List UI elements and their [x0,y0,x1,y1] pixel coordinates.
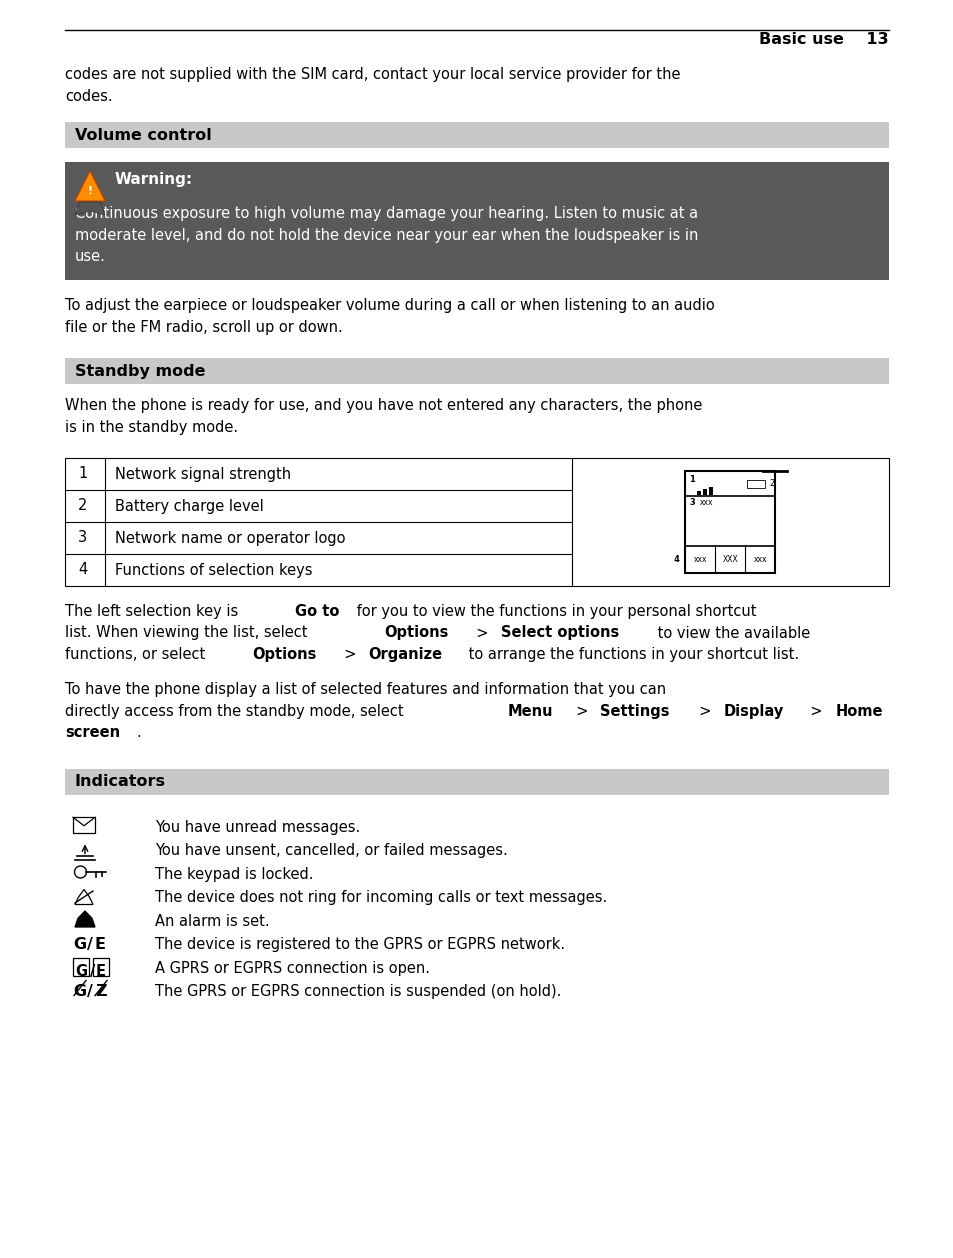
Bar [65,458,888,586]
Bar [92,959,109,976]
Text: 3: 3 [689,498,695,507]
Text: directly access from the standby mode, select: directly access from the standby mode, s… [65,704,408,720]
Text: A GPRS or EGPRS connection is open.: A GPRS or EGPRS connection is open. [154,961,430,976]
Text: functions, or select: functions, or select [65,647,210,662]
Text: /: / [90,964,95,979]
Text: Basic use    13: Basic use 13 [759,31,888,47]
Text: codes are not supplied with the SIM card, contact your local service provider fo: codes are not supplied with the SIM card… [65,67,679,104]
Text: Warning:: Warning: [115,172,193,187]
Text: 1: 1 [689,474,695,484]
Bar [697,492,700,496]
Polygon shape [75,171,105,201]
Text: XXX: XXX [721,555,738,564]
Text: screen: screen [65,726,120,741]
Bar [65,359,888,384]
Bar [746,479,764,488]
Text: Continuous exposure to high volume may damage your hearing. Listen to music at a: Continuous exposure to high volume may d… [75,206,698,264]
Text: Functions of selection keys: Functions of selection keys [115,562,313,577]
Text: E: E [95,937,106,952]
Text: Organize: Organize [368,647,442,662]
Text: Options: Options [252,647,316,662]
Text: The left selection key is: The left selection key is [65,604,243,619]
Text: >: > [466,625,493,640]
Text: Display: Display [723,704,783,720]
Text: Menu: Menu [507,704,553,720]
Text: 2: 2 [768,479,774,488]
Text: Volume control: Volume control [75,127,212,142]
Bar [65,122,888,148]
Text: When the phone is ready for use, and you have not entered any characters, the ph: When the phone is ready for use, and you… [65,398,701,435]
Text: Z: Z [95,985,107,1000]
Bar [65,769,888,795]
Text: Settings: Settings [599,704,669,720]
Text: 1: 1 [78,467,87,482]
Text: 2: 2 [78,498,88,513]
Polygon shape [75,203,105,215]
Text: to arrange the functions in your shortcut list.: to arrange the functions in your shortcu… [464,647,799,662]
Text: xxx: xxx [699,498,712,507]
Text: xxx: xxx [693,555,706,564]
Text: 4: 4 [673,555,679,564]
Text: for you to view the functions in your personal shortcut: for you to view the functions in your pe… [352,604,756,619]
Text: .: . [136,726,141,741]
Bar [709,487,713,496]
Text: 3: 3 [78,531,87,546]
Text: list. When viewing the list, select: list. When viewing the list, select [65,625,312,640]
Bar [702,489,706,496]
Text: G: G [73,985,86,1000]
Text: G: G [73,937,86,952]
Text: 4: 4 [78,562,87,577]
Text: Select options: Select options [500,625,618,640]
Text: To have the phone display a list of selected features and information that you c: To have the phone display a list of sele… [65,683,665,697]
Bar [684,470,775,574]
Text: Standby mode: Standby mode [75,364,205,379]
Polygon shape [75,911,95,927]
Text: Battery charge level: Battery charge level [115,498,263,513]
Text: >: > [689,704,716,720]
Text: Options: Options [383,625,448,640]
Text: Network signal strength: Network signal strength [115,467,291,482]
Text: /: / [87,985,92,1000]
Text: You have unsent, cancelled, or failed messages.: You have unsent, cancelled, or failed me… [154,844,507,858]
Text: The keypad is locked.: The keypad is locked. [154,867,314,882]
Text: The device does not ring for incoming calls or text messages.: The device does not ring for incoming ca… [154,891,607,906]
Bar [73,818,95,833]
Text: !: ! [88,185,92,195]
Text: The device is registered to the GPRS or EGPRS network.: The device is registered to the GPRS or … [154,937,564,952]
Text: Network name or operator logo: Network name or operator logo [115,531,345,546]
Text: An alarm is set.: An alarm is set. [154,915,270,928]
Text: /: / [87,937,92,952]
Text: >: > [801,704,826,720]
Text: The GPRS or EGPRS connection is suspended (on hold).: The GPRS or EGPRS connection is suspende… [154,985,560,1000]
Text: >: > [566,704,592,720]
Bar [65,162,888,281]
Text: Indicators: Indicators [75,775,166,790]
Text: to view the available: to view the available [653,625,810,640]
Text: You have unread messages.: You have unread messages. [154,820,360,835]
Text: Go to: Go to [294,604,338,619]
Text: xxx: xxx [753,555,766,564]
Bar [73,959,89,976]
Text: G: G [75,964,87,979]
Text: To adjust the earpiece or loudspeaker volume during a call or when listening to : To adjust the earpiece or loudspeaker vo… [65,298,714,335]
Text: E: E [96,964,106,979]
Text: >: > [335,647,361,662]
Text: Home: Home [834,704,882,720]
